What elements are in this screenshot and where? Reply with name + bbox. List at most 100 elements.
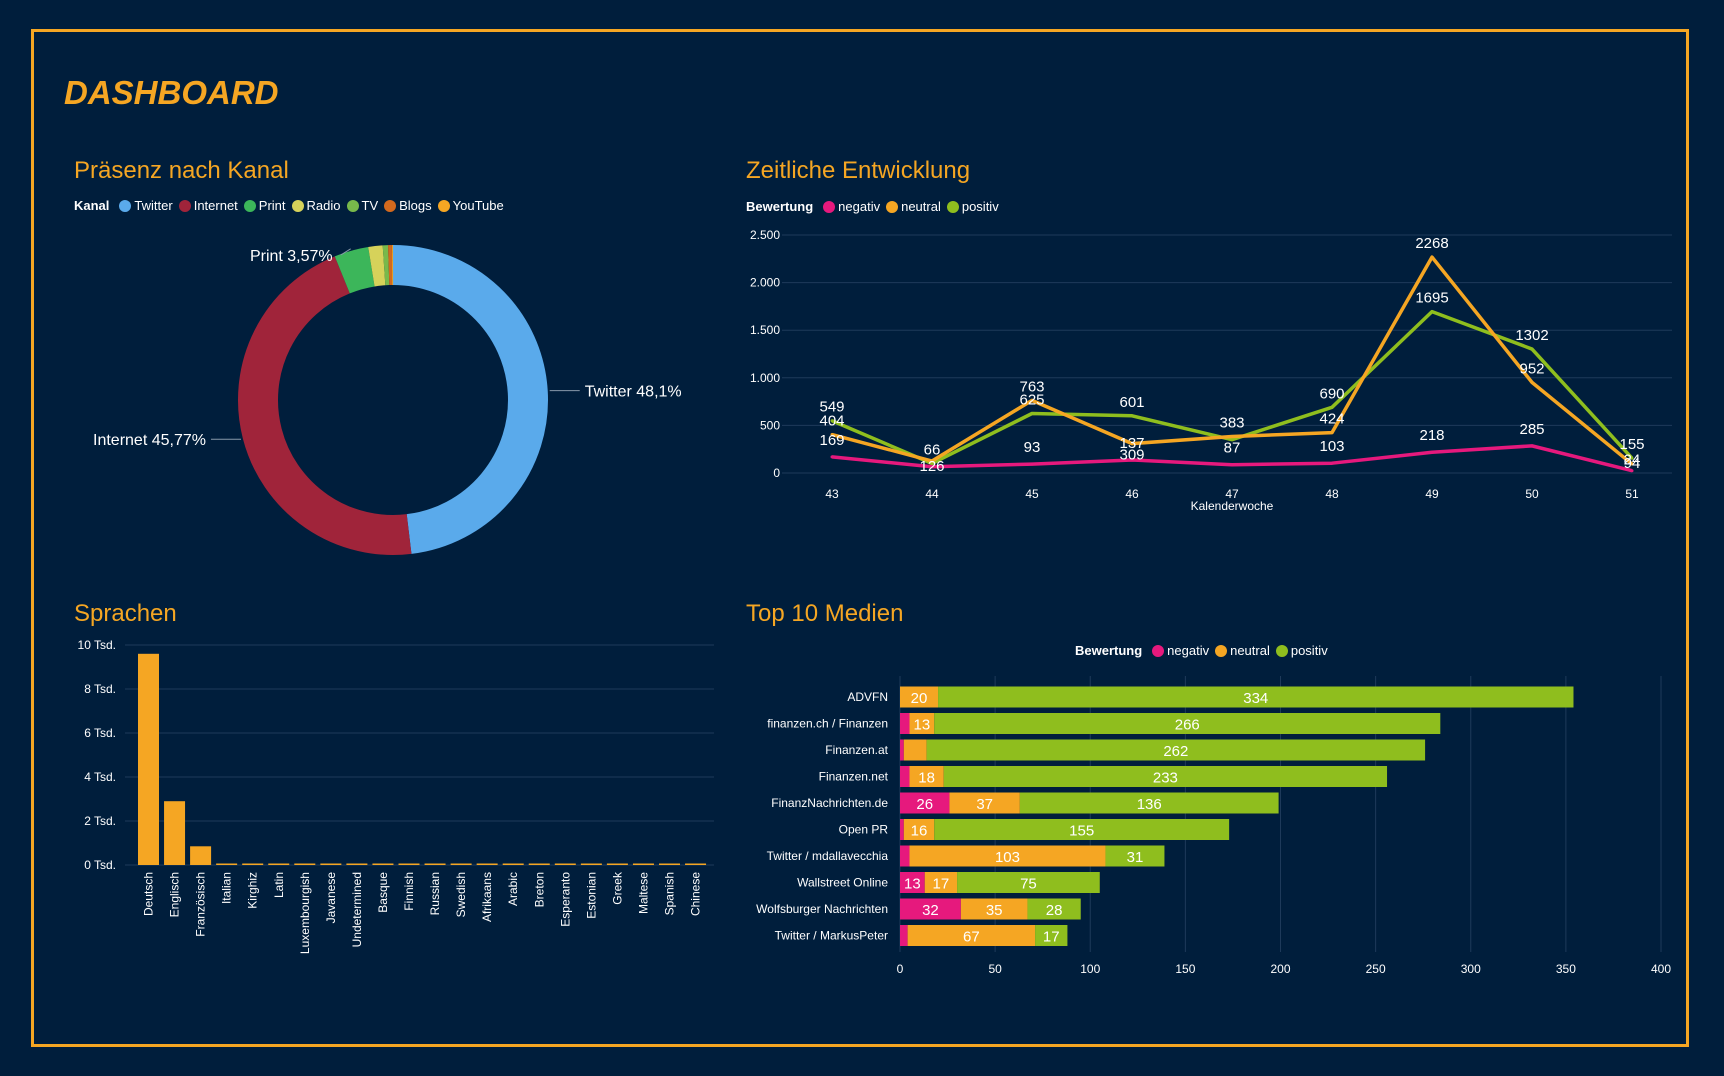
media-bar-label-negativ: 32 — [922, 902, 939, 919]
legend-item-radio[interactable]: Radio — [291, 198, 341, 213]
line-point-positiv — [830, 419, 834, 423]
line-point-neutral — [930, 459, 934, 463]
legend-item-negativ[interactable]: negativ — [823, 199, 880, 214]
lang-ytick-label: 10 Tsd. — [78, 638, 116, 652]
line-data-label-neutral: 424 — [1319, 411, 1344, 428]
line-xaxis-label: Kalenderwoche — [1191, 499, 1274, 513]
lang-bar-esperanto — [554, 863, 576, 865]
line-point-positiv — [1230, 438, 1234, 442]
lang-bar-breton — [528, 863, 550, 865]
lang-category-label: Latin — [272, 872, 286, 898]
media-bar-negativ — [900, 925, 908, 946]
line-point-neutral — [1430, 255, 1434, 259]
media-bar-label-positiv: 233 — [1153, 770, 1178, 787]
media-bar-label-neutral: 17 — [933, 876, 950, 893]
lang-category-label: Russian — [428, 872, 442, 915]
media-bar-neutral — [903, 739, 927, 761]
media-bar-positiv — [943, 766, 1388, 787]
dashboard-frame — [31, 29, 1689, 1047]
lang-ytick-label: 4 Tsd. — [84, 770, 116, 784]
media-bar-neutral — [924, 872, 958, 893]
line-data-label-positiv: 601 — [1119, 394, 1144, 411]
media-category-label: Open PR — [839, 823, 889, 837]
line-data-label-neutral: 309 — [1119, 447, 1144, 464]
media-bar-positiv — [938, 686, 1574, 708]
lang-category-label: Greek — [610, 871, 624, 905]
line-data-label-positiv: 1695 — [1415, 290, 1448, 307]
legend-label: neutral — [901, 199, 941, 214]
lang-bar-javanese — [320, 863, 342, 865]
legend-label: Radio — [306, 198, 341, 213]
legend-item-blogs[interactable]: Blogs — [384, 198, 432, 213]
media-bar-neutral — [907, 925, 1036, 946]
legend-dot-icon — [346, 199, 359, 212]
legend-item-twitter[interactable]: Twitter — [119, 198, 173, 213]
line-point-negativ — [930, 465, 934, 469]
legend-item-negativ[interactable]: negativ — [1152, 643, 1209, 658]
lang-bar-chinese — [685, 863, 707, 865]
legend-item-youtube[interactable]: YouTube — [437, 198, 504, 213]
lang-category-label: Swedish — [454, 872, 468, 917]
legend-item-positiv[interactable]: positiv — [1275, 643, 1328, 658]
media-bar-positiv — [926, 739, 1426, 761]
media-bar-label-neutral: 103 — [995, 849, 1020, 866]
media-category-label: Wallstreet Online — [797, 876, 888, 890]
timeline-legend-title: Bewertung — [746, 199, 814, 214]
media-legend-title: Bewertung — [1075, 643, 1143, 658]
media-bar-label-positiv: 334 — [1243, 690, 1268, 707]
lang-bar-swedish — [450, 863, 472, 865]
timeline-legend: Bewertung negativ neutral positiv — [746, 199, 1005, 214]
media-bar-negativ — [900, 766, 910, 787]
lang-bar-greek — [606, 863, 628, 865]
line-data-label-negativ: 93 — [1024, 439, 1041, 456]
lang-category-label: Englisch — [168, 872, 182, 917]
legend-item-positiv[interactable]: positiv — [946, 199, 999, 214]
legend-item-tv[interactable]: TV — [346, 198, 378, 213]
media-bar-neutral — [949, 792, 1020, 814]
channels-panel-title: Präsenz nach Kanal — [74, 157, 289, 184]
donut-label-leader — [340, 248, 351, 256]
donut-label-internet: Internet 45,77% — [93, 432, 206, 449]
legend-dot-icon — [1275, 644, 1288, 657]
lang-bar-undetermined — [346, 863, 368, 865]
line-xtick-label: 49 — [1425, 487, 1439, 501]
lang-category-label: Esperanto — [558, 872, 572, 927]
media-bar-positiv — [934, 819, 1230, 840]
lang-category-label: Luxembourgish — [298, 872, 312, 954]
media-bar-label-neutral: 13 — [914, 717, 931, 734]
media-bar-label-positiv: 266 — [1175, 717, 1200, 734]
lang-bar-arabic — [502, 863, 524, 865]
line-point-neutral — [830, 433, 834, 437]
media-category-label: finanzen.ch / Finanzen — [767, 717, 888, 731]
line-xtick-label: 44 — [925, 487, 939, 501]
line-ytick-label: 2.500 — [750, 228, 780, 242]
lang-category-label: Basque — [376, 872, 390, 913]
line-data-label-positiv: 155 — [1619, 436, 1644, 453]
legend-item-internet[interactable]: Internet — [178, 198, 238, 213]
media-bar-neutral — [903, 819, 935, 840]
legend-label: Twitter — [134, 198, 173, 213]
donut-label-print: Print 3,57% — [250, 248, 333, 265]
media-xtick-label: 250 — [1366, 962, 1386, 976]
media-bar-label-positiv: 136 — [1137, 796, 1162, 813]
legend-item-print[interactable]: Print — [243, 198, 286, 213]
lang-category-label: Französisch — [194, 872, 208, 937]
donut-slice-twitter — [392, 245, 548, 554]
lang-category-label: Chinese — [689, 872, 703, 916]
lang-category-label: Spanish — [663, 872, 677, 915]
media-xtick-label: 350 — [1556, 962, 1576, 976]
line-point-positiv — [1030, 412, 1034, 415]
legend-item-neutral[interactable]: neutral — [886, 199, 941, 214]
line-ytick-label: 0 — [773, 466, 780, 480]
legend-dot-icon — [823, 200, 836, 213]
legend-item-neutral[interactable]: neutral — [1215, 643, 1270, 658]
line-data-label-negativ: 103 — [1319, 438, 1344, 455]
lang-category-label: Italian — [220, 872, 234, 904]
lang-bar-latin — [268, 863, 290, 865]
line-point-negativ — [1230, 463, 1234, 467]
lang-ytick-label: 8 Tsd. — [84, 682, 116, 696]
media-category-label: Finanzen.net — [819, 770, 889, 784]
media-xtick-label: 100 — [1080, 962, 1100, 976]
media-bar-label-positiv: 155 — [1069, 823, 1094, 840]
media-bar-positiv — [1027, 898, 1081, 920]
